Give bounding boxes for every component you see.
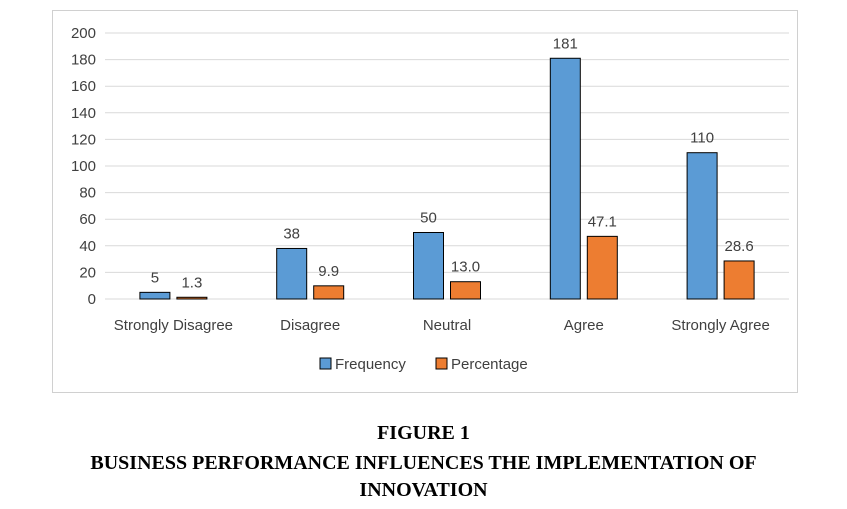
bar-frequency-agree	[549, 57, 581, 300]
legend-label-percentage: Percentage	[451, 356, 528, 373]
bar-percentage-neutral	[450, 281, 481, 300]
y-tick-label: 100	[71, 158, 96, 175]
bar-percentage-strongly-agree	[723, 260, 755, 300]
data-label: 13.0	[451, 259, 480, 276]
y-tick-label: 160	[71, 78, 96, 95]
y-tick-label: 0	[88, 291, 96, 308]
figure-title-line2: INNOVATION	[359, 479, 488, 501]
y-tick-label: 40	[79, 238, 96, 255]
bar-frequency-strongly-disagree	[139, 291, 171, 300]
figure-number: FIGURE 1	[377, 422, 470, 444]
x-category-label: Strongly Agree	[671, 317, 769, 334]
legend-swatch-percentage	[435, 357, 448, 370]
data-label: 110	[690, 130, 714, 147]
data-label: 38	[283, 225, 300, 242]
y-tick-label: 20	[79, 264, 96, 281]
figure-title-line1: BUSINESS PERFORMANCE INFLUENCES THE IMPL…	[90, 452, 757, 474]
bar-percentage-agree	[586, 235, 618, 300]
y-tick-label: 140	[71, 105, 96, 122]
data-label: 1.3	[181, 274, 202, 291]
x-category-label: Agree	[564, 317, 604, 334]
x-category-label: Strongly Disagree	[114, 317, 233, 334]
bar-frequency-disagree	[276, 247, 308, 300]
x-category-label: Disagree	[280, 317, 340, 334]
data-label: 9.9	[318, 263, 339, 280]
bar-percentage-disagree	[313, 285, 345, 300]
chart-container: 0 20 40 60 80 100 120 140 160 180 200 5 1.3 38 9.9 50 1…	[52, 10, 798, 393]
data-label: 50	[420, 210, 437, 227]
y-tick-label: 120	[71, 131, 96, 148]
data-label: 28.6	[724, 238, 753, 255]
y-tick-label: 60	[79, 211, 96, 228]
data-label: 47.1	[588, 213, 617, 230]
bar-frequency-neutral	[413, 232, 444, 300]
x-category-label: Neutral	[423, 317, 471, 334]
bar-frequency-strongly-agree	[686, 152, 718, 300]
legend-swatch-frequency	[319, 357, 332, 370]
bar-chart: 0 20 40 60 80 100 120 140 160 180 200 5 1.3 38 9.9 50 1…	[71, 25, 789, 373]
y-tick-label: 200	[71, 25, 96, 42]
data-label: 181	[553, 35, 578, 52]
data-label: 5	[151, 269, 159, 286]
y-tick-label: 180	[71, 52, 96, 69]
legend-label-frequency: Frequency	[335, 356, 406, 373]
bar-percentage-strongly-disagree	[176, 296, 208, 300]
y-tick-label: 80	[79, 185, 96, 202]
